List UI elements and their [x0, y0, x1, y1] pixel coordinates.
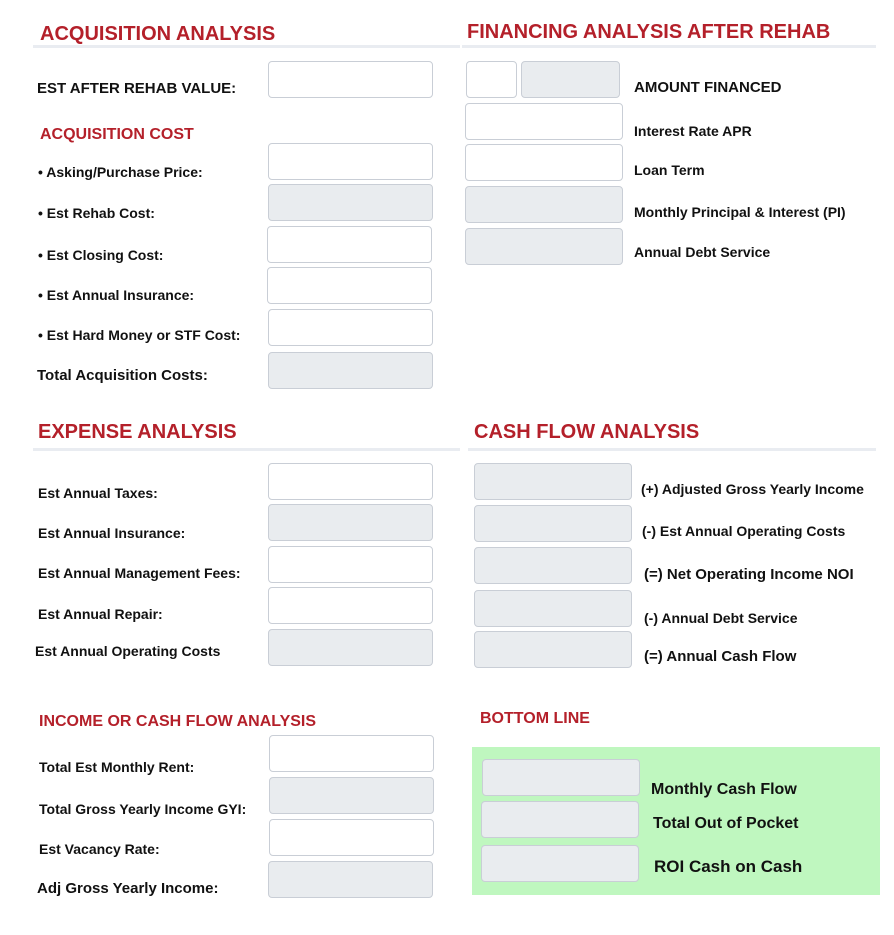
- annual-debt-label: Annual Debt Service: [634, 244, 771, 260]
- after-rehab-value-label: EST AFTER REHAB VALUE:: [37, 80, 237, 97]
- interest-rate-label: Interest Rate APR: [634, 123, 752, 139]
- cf-operating-costs-field[interactable]: [474, 505, 632, 542]
- amount-financed-percent-input[interactable]: [466, 61, 517, 98]
- operating-costs-label: Est Annual Operating Costs: [35, 643, 221, 659]
- total-acquisition-field[interactable]: [268, 352, 433, 389]
- vacancy-rate-input[interactable]: [269, 819, 434, 856]
- monthly-pi-field[interactable]: [465, 186, 623, 223]
- gyi-field[interactable]: [269, 777, 434, 814]
- annual-repair-input[interactable]: [268, 587, 433, 624]
- roi-field[interactable]: [481, 845, 639, 882]
- agyi-field[interactable]: [474, 463, 632, 500]
- out-of-pocket-label: Total Out of Pocket: [653, 815, 799, 832]
- hard-money-label: • Est Hard Money or STF Cost:: [38, 327, 241, 343]
- gyi-label: Total Gross Yearly Income GYI:: [39, 801, 247, 817]
- closing-cost-input[interactable]: [267, 226, 432, 263]
- asking-price-label: • Asking/Purchase Price:: [38, 164, 203, 180]
- asking-price-input[interactable]: [268, 143, 433, 180]
- expense-insurance-label: Est Annual Insurance:: [38, 525, 186, 541]
- closing-cost-label: • Est Closing Cost:: [38, 247, 164, 263]
- management-fees-label: Est Annual Management Fees:: [38, 565, 241, 581]
- amount-financed-label: AMOUNT FINANCED: [634, 79, 782, 96]
- out-of-pocket-field[interactable]: [481, 801, 639, 838]
- agyi-label: (+) Adjusted Gross Yearly Income: [641, 481, 864, 497]
- loan-term-label: Loan Term: [634, 162, 705, 178]
- interest-rate-input[interactable]: [465, 103, 623, 140]
- expense-title: EXPENSE ANALYSIS: [38, 421, 237, 443]
- expense-insurance-field[interactable]: [268, 504, 433, 541]
- annual-debt-field[interactable]: [465, 228, 623, 265]
- acquisition-cost-title: ACQUISITION COST: [40, 126, 194, 143]
- adj-gyi-field[interactable]: [268, 861, 433, 898]
- operating-costs-field[interactable]: [268, 629, 433, 666]
- annual-cash-flow-field[interactable]: [474, 631, 632, 668]
- cf-operating-costs-label: (-) Est Annual Operating Costs: [642, 523, 846, 539]
- monthly-cash-flow-label: Monthly Cash Flow: [651, 781, 797, 798]
- total-acquisition-label: Total Acquisition Costs:: [37, 367, 208, 384]
- hard-money-input[interactable]: [268, 309, 433, 346]
- loan-term-input[interactable]: [465, 144, 623, 181]
- cashflow-divider: [468, 448, 876, 451]
- cf-debt-service-label: (-) Annual Debt Service: [644, 610, 798, 626]
- management-fees-input[interactable]: [268, 546, 433, 583]
- after-rehab-value-input[interactable]: [268, 61, 433, 98]
- amount-financed-field[interactable]: [521, 61, 620, 98]
- annual-taxes-label: Est Annual Taxes:: [38, 485, 158, 501]
- noi-label: (=) Net Operating Income NOI: [644, 566, 854, 583]
- annual-cash-flow-label: (=) Annual Cash Flow: [644, 648, 797, 665]
- rehab-cost-field[interactable]: [268, 184, 433, 221]
- bottom-line-title: BOTTOM LINE: [480, 710, 590, 727]
- cf-debt-service-field[interactable]: [474, 590, 632, 627]
- cashflow-title: CASH FLOW ANALYSIS: [474, 421, 700, 443]
- annual-repair-label: Est Annual Repair:: [38, 606, 163, 622]
- roi-label: ROI Cash on Cash: [654, 857, 803, 876]
- acquisition-title: ACQUISITION ANALYSIS: [40, 23, 276, 45]
- annual-taxes-input[interactable]: [268, 463, 433, 500]
- income-title: INCOME OR CASH FLOW ANALYSIS: [39, 713, 317, 730]
- acquisition-divider: [33, 45, 460, 48]
- monthly-rent-input[interactable]: [269, 735, 434, 772]
- financing-title: FINANCING ANALYSIS AFTER REHAB: [467, 21, 831, 43]
- adj-gyi-label: Adj Gross Yearly Income:: [37, 880, 219, 897]
- financing-divider: [462, 45, 876, 48]
- rehab-cost-label: • Est Rehab Cost:: [38, 205, 155, 221]
- monthly-rent-label: Total Est Monthly Rent:: [39, 759, 195, 775]
- monthly-pi-label: Monthly Principal & Interest (PI): [634, 204, 846, 220]
- annual-insurance-label: • Est Annual Insurance:: [38, 287, 195, 303]
- noi-field[interactable]: [474, 547, 632, 584]
- vacancy-rate-label: Est Vacancy Rate:: [39, 841, 160, 857]
- annual-insurance-input[interactable]: [267, 267, 432, 304]
- expense-divider: [33, 448, 460, 451]
- monthly-cash-flow-field[interactable]: [482, 759, 640, 796]
